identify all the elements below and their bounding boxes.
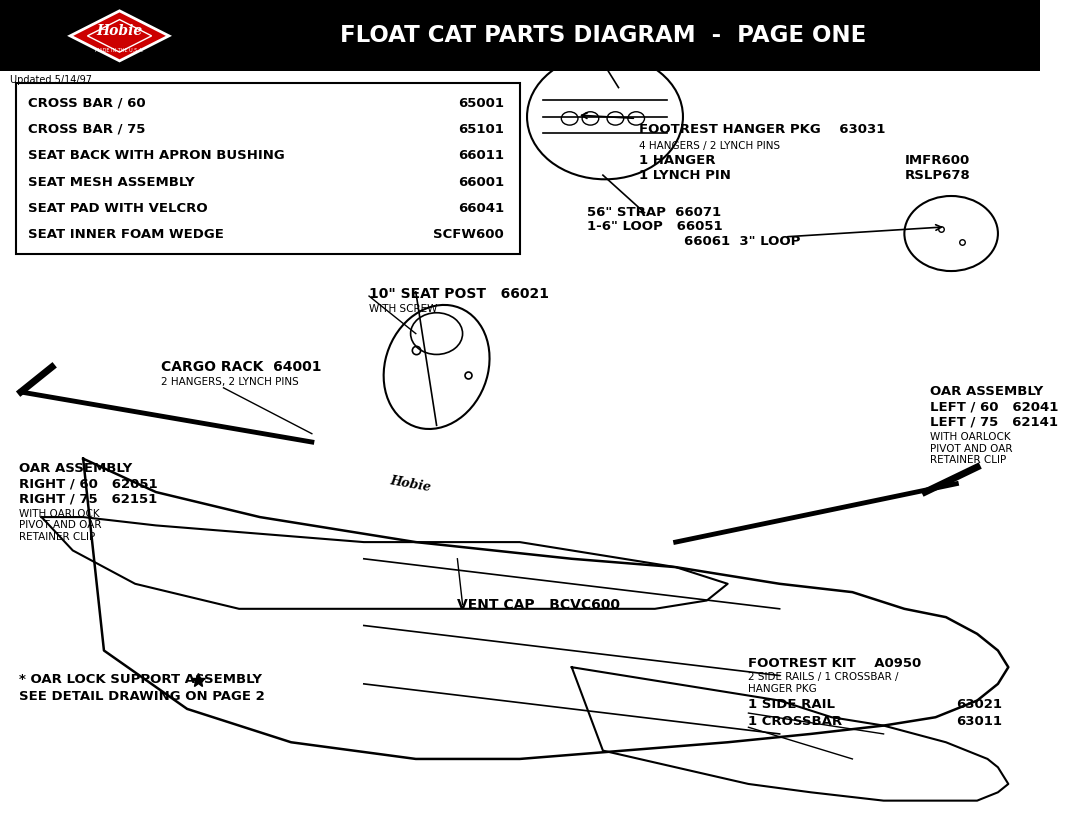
Text: MADE IN THE U.S.A.: MADE IN THE U.S.A.	[95, 48, 144, 53]
Text: * OAR LOCK SUPPORT ASSEMBLY: * OAR LOCK SUPPORT ASSEMBLY	[18, 673, 261, 686]
Text: WITH OARLOCK: WITH OARLOCK	[930, 432, 1011, 442]
Text: 1-6" LOOP   66051: 1-6" LOOP 66051	[588, 220, 723, 234]
Text: 66001: 66001	[458, 175, 504, 188]
Text: Hobie: Hobie	[389, 474, 432, 494]
Text: 1 LYNCH PIN: 1 LYNCH PIN	[639, 168, 731, 182]
Text: LEFT / 75   62141: LEFT / 75 62141	[930, 415, 1058, 429]
Text: 66041: 66041	[458, 202, 504, 215]
Text: SEAT INNER FOAM WEDGE: SEAT INNER FOAM WEDGE	[28, 229, 224, 241]
Text: RETAINER CLIP: RETAINER CLIP	[930, 455, 1007, 465]
Polygon shape	[70, 11, 168, 61]
Text: SEAT MESH ASSEMBLY: SEAT MESH ASSEMBLY	[28, 175, 194, 188]
Text: SCFW600: SCFW600	[433, 229, 504, 241]
Text: LEFT / 60   62041: LEFT / 60 62041	[930, 400, 1058, 414]
Text: 63021: 63021	[957, 698, 1002, 711]
Text: VENT CAP   BCVC600: VENT CAP BCVC600	[458, 598, 620, 611]
Text: 65001: 65001	[458, 97, 504, 109]
Text: RIGHT / 75   62151: RIGHT / 75 62151	[18, 492, 157, 505]
Text: OAR ASSEMBLY: OAR ASSEMBLY	[930, 385, 1043, 399]
Text: WITH OARLOCK: WITH OARLOCK	[18, 509, 99, 519]
Text: 2 SIDE RAILS / 1 CROSSBAR /: 2 SIDE RAILS / 1 CROSSBAR /	[748, 672, 899, 682]
Text: 4 HANGERS / 2 LYNCH PINS: 4 HANGERS / 2 LYNCH PINS	[639, 141, 781, 151]
Text: FOOTREST KIT    A0950: FOOTREST KIT A0950	[748, 656, 921, 670]
Text: RIGHT / 60   62051: RIGHT / 60 62051	[18, 477, 158, 490]
Bar	[0, 0, 1040, 71]
Text: PIVOT AND OAR: PIVOT AND OAR	[930, 444, 1013, 454]
Text: 2 HANGERS, 2 LYNCH PINS: 2 HANGERS, 2 LYNCH PINS	[161, 377, 299, 387]
Text: HANGER PKG: HANGER PKG	[748, 684, 818, 694]
Text: CROSS BAR / 75: CROSS BAR / 75	[28, 123, 146, 136]
Text: FLOAT CAT PARTS DIAGRAM  -  PAGE ONE: FLOAT CAT PARTS DIAGRAM - PAGE ONE	[340, 24, 866, 48]
Text: 1 HANGER: 1 HANGER	[639, 153, 716, 167]
Text: CROSS BAR / 60: CROSS BAR / 60	[28, 97, 146, 109]
Text: Updated 5/14/97: Updated 5/14/97	[11, 75, 93, 85]
Text: FOOTREST HANGER PKG    63031: FOOTREST HANGER PKG 63031	[639, 123, 886, 136]
Text: 56" STRAP  66071: 56" STRAP 66071	[588, 206, 721, 219]
Text: 66061  3" LOOP: 66061 3" LOOP	[684, 235, 800, 249]
Text: Hobie: Hobie	[96, 24, 143, 38]
Text: 1 CROSSBAR: 1 CROSSBAR	[748, 715, 842, 728]
Text: RSLP678: RSLP678	[904, 168, 970, 182]
Text: 65101: 65101	[458, 123, 504, 136]
Text: RETAINER CLIP: RETAINER CLIP	[18, 532, 95, 542]
Text: CARGO RACK  64001: CARGO RACK 64001	[161, 360, 322, 374]
Text: SEAT PAD WITH VELCRO: SEAT PAD WITH VELCRO	[28, 202, 207, 215]
Bar	[15, 83, 519, 254]
Text: SEAT BACK WITH APRON BUSHING: SEAT BACK WITH APRON BUSHING	[28, 149, 285, 163]
Text: 66011: 66011	[458, 149, 504, 163]
Text: WITH SCREW: WITH SCREW	[369, 304, 437, 314]
Text: 10" SEAT POST   66021: 10" SEAT POST 66021	[369, 287, 549, 300]
Text: PIVOT AND OAR: PIVOT AND OAR	[18, 520, 102, 530]
Text: IMFR600: IMFR600	[904, 153, 970, 167]
Text: 1 SIDE RAIL: 1 SIDE RAIL	[748, 698, 836, 711]
Text: SEE DETAIL DRAWING ON PAGE 2: SEE DETAIL DRAWING ON PAGE 2	[18, 690, 265, 703]
Polygon shape	[87, 20, 151, 53]
Text: 63011: 63011	[957, 715, 1002, 728]
Text: OAR ASSEMBLY: OAR ASSEMBLY	[18, 462, 132, 475]
